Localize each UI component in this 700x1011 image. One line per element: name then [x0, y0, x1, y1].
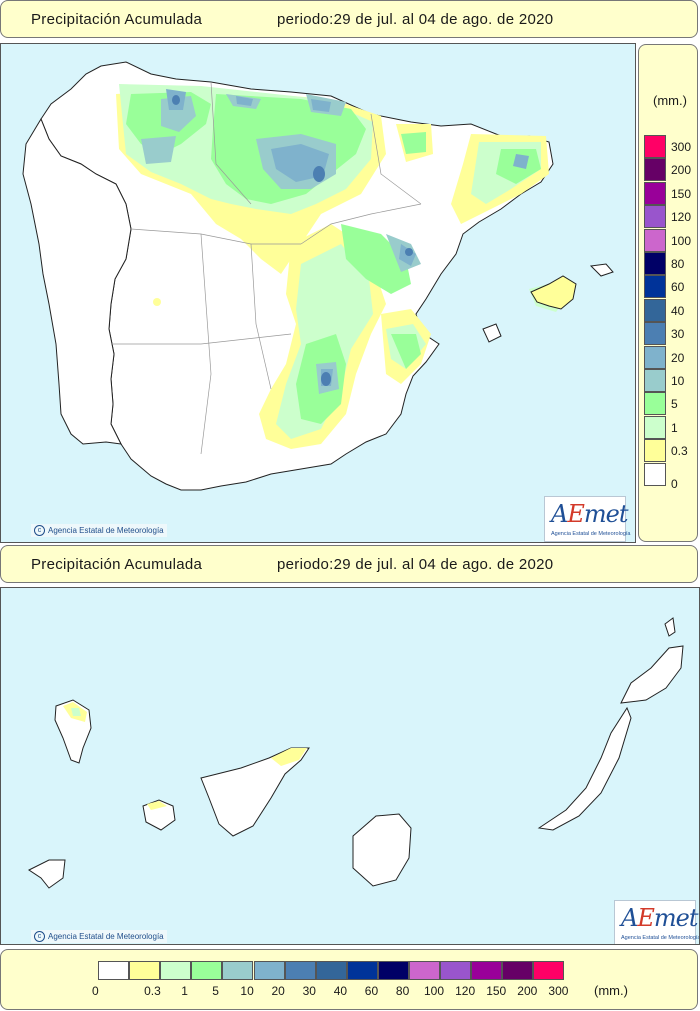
legend-swatch-60: [644, 275, 666, 299]
legend-swatch-80: [644, 252, 666, 275]
credit-text: Agencia Estatal de Meteorología: [48, 526, 164, 535]
canary-map-graphic: [28, 617, 684, 889]
legend-swatch-40: [315, 961, 347, 980]
legend-label-40: 40: [671, 303, 685, 318]
legend-swatch-5: [644, 392, 666, 416]
legend-swatch-30: [644, 322, 666, 346]
legend-label-1: 1: [181, 984, 188, 998]
legend-swatch-0: [644, 462, 666, 486]
legend-label-30: 30: [671, 327, 685, 342]
logo-subtitle: Agencia Estatal de Meteorología: [621, 935, 700, 941]
fuerteventura-island: [537, 706, 632, 831]
legend-label-120: 120: [671, 210, 692, 225]
legend-label-0.3: 0.3: [144, 984, 161, 998]
mallorca-island: [530, 275, 577, 310]
legend-label-120: 120: [455, 984, 476, 998]
legend-unit: (mm.): [653, 93, 687, 108]
legend-label-150: 150: [486, 984, 507, 998]
copyright-icon: c: [34, 931, 45, 942]
copyright-credit: c Agencia Estatal de Meteorología: [31, 930, 167, 943]
legend-label-200: 200: [671, 163, 692, 178]
logo-subtitle: Agencia Estatal de Meteorología: [551, 531, 631, 537]
legend-swatch-1: [160, 961, 192, 980]
legend-swatch-0.3: [129, 961, 161, 980]
legend-label-60: 60: [671, 280, 685, 295]
el-hierro-island: [28, 859, 66, 889]
legend-swatch-300: [533, 961, 565, 980]
map-title: Precipitación Acumulada: [31, 11, 203, 28]
legend-swatch-5: [191, 961, 223, 980]
legend-label-0.3: 0.3: [671, 444, 688, 459]
vertical-legend: (mm.) 0 0.3 1 5 10 20 30 40 60 80 100 120 150 200 300: [638, 44, 698, 542]
legend-swatch-10: [644, 369, 666, 392]
lanzarote-island: [620, 645, 684, 704]
legend-label-300: 300: [671, 140, 692, 154]
la-graciosa-island: [664, 617, 676, 637]
legend-label-20: 20: [671, 350, 685, 365]
legend-label-60: 60: [364, 984, 379, 998]
legend-label-10: 10: [671, 374, 685, 388]
legend-swatch-60: [346, 961, 378, 980]
legend-label-1: 1: [671, 420, 678, 435]
legend-swatch-30: [284, 961, 316, 980]
legend-swatch-200: [644, 158, 666, 182]
legend-label-30: 30: [302, 984, 316, 998]
legend-label-80: 80: [671, 257, 685, 271]
legend-swatch-20: [644, 345, 666, 369]
menorca-island: [589, 263, 614, 277]
precip-30: [172, 95, 413, 386]
gran-canaria-island: [352, 813, 412, 887]
legend-label-5: 5: [671, 397, 678, 412]
credit-text: Agencia Estatal de Meteorología: [48, 932, 164, 941]
legend-swatch-0: [98, 961, 129, 980]
legend-label-300: 300: [548, 984, 569, 998]
copyright-icon: c: [34, 525, 45, 536]
period-label: periodo:29 de jul. al 04 de ago. de 2020: [277, 11, 554, 28]
copyright-credit: c Agencia Estatal de Meteorología: [31, 524, 167, 537]
canary-map[interactable]: c Agencia Estatal de Meteorología AEmet …: [0, 587, 700, 945]
legend-swatch-100: [644, 228, 666, 252]
horizontal-legend: 0 0.3 1 5 10 20 30 40 60 80 100 120 150 200 300 (mm.): [0, 949, 698, 1010]
legend-swatch-20: [253, 961, 285, 980]
legend-unit: (mm.): [594, 983, 628, 998]
legend-swatch-150: [471, 961, 503, 980]
legend-swatch-150: [644, 181, 666, 205]
legend-swatch-100: [409, 961, 440, 980]
legend-label-80: 80: [395, 984, 410, 998]
map-title: Precipitación Acumulada: [31, 556, 203, 573]
aemet-logo: AEmet Agencia Estatal de Meteorología: [614, 900, 699, 944]
legend-label-0: 0: [671, 476, 678, 491]
legend-swatch-200: [502, 961, 534, 980]
peninsula-map-graphic: [22, 61, 614, 491]
legend-label-100: 100: [424, 984, 445, 998]
legend-swatch-120: [644, 205, 666, 229]
legend-swatch-300: [644, 135, 666, 158]
ibiza-island: [482, 323, 502, 343]
legend-label-5: 5: [212, 984, 219, 998]
portugal-landmass: [22, 117, 132, 445]
peninsula-map[interactable]: c Agencia Estatal de Meteorología AEmet …: [0, 43, 636, 543]
legend-label-0: 0: [92, 984, 99, 998]
logo-mark: AEmet: [551, 500, 628, 528]
legend-swatch-0.3: [644, 439, 666, 463]
legend-swatch-120: [440, 961, 472, 980]
legend-label-40: 40: [333, 984, 348, 998]
aemet-logo: AEmet Agencia Estatal de Meteorología: [544, 496, 631, 542]
top-header: Precipitación Acumulada periodo:29 de ju…: [0, 0, 698, 38]
legend-swatch-40: [644, 298, 666, 322]
legend-label-100: 100: [671, 233, 692, 248]
tenerife-island: [200, 747, 310, 837]
logo-mark: AEmet: [621, 904, 698, 932]
legend-label-10: 10: [240, 984, 254, 998]
legend-label-150: 150: [671, 186, 692, 201]
legend-label-20: 20: [271, 984, 285, 998]
bottom-header: Precipitación Acumulada periodo:29 de ju…: [0, 545, 698, 583]
legend-label-200: 200: [517, 984, 538, 998]
legend-swatch-10: [222, 961, 254, 980]
period-label: periodo:29 de jul. al 04 de ago. de 2020: [277, 556, 554, 573]
region-borders: [111, 81, 422, 455]
legend-swatch-1: [644, 415, 666, 439]
legend-swatch-80: [377, 961, 409, 980]
